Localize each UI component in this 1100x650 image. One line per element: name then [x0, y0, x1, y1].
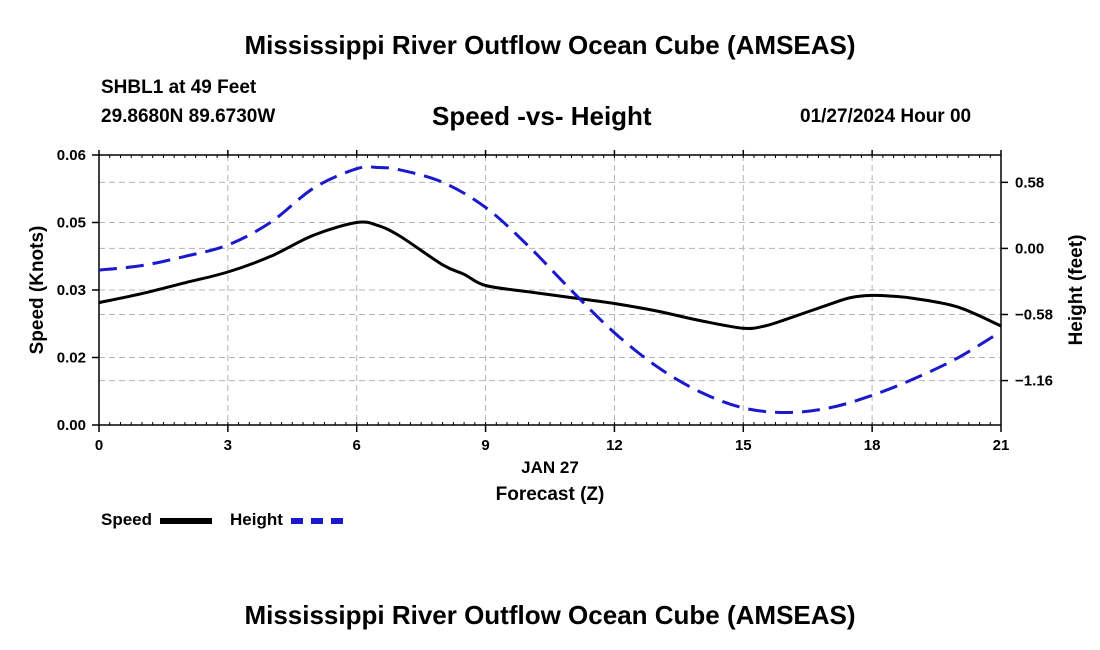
x-tick-label-12: 12	[606, 437, 623, 454]
legend-speed-label: Speed	[101, 510, 153, 529]
legend-speed-swatch	[160, 518, 212, 524]
y-tick-label-0: 0.00	[57, 417, 86, 434]
x-axis-date-label: JAN 27	[521, 458, 579, 477]
chart-subtitle: Speed -vs- Height	[432, 101, 652, 131]
x-tick-label-6: 6	[353, 437, 361, 454]
x-tick-label-3: 3	[224, 437, 232, 454]
legend-height-swatch	[291, 518, 343, 524]
y-tick-label-3: 0.05	[57, 215, 86, 232]
y2-tick-label-3: −1.16	[1015, 373, 1053, 390]
series-line-height	[98, 165, 1002, 414]
x-axis-title: Forecast (Z)	[496, 484, 605, 505]
y-tick-label-2: 0.03	[57, 282, 86, 299]
coordinates-label: 29.8680N 89.6730W	[101, 106, 276, 127]
station-label: SHBL1 at 49 Feet	[101, 77, 257, 98]
y2-tick-label-0: 0.58	[1015, 174, 1044, 191]
x-tick-label-9: 9	[481, 437, 489, 454]
x-tick-label-0: 0	[95, 437, 103, 454]
y2-tick-label-1: 0.00	[1015, 240, 1044, 257]
legend-height-label: Height	[230, 510, 283, 529]
y-tick-label-1: 0.02	[57, 350, 86, 367]
y2-axis-title: Height (feet)	[1066, 235, 1087, 346]
y-axis-title: Speed (Knots)	[27, 226, 48, 355]
x-tick-label-15: 15	[735, 437, 752, 454]
footer-title: Mississippi River Outflow Ocean Cube (AM…	[244, 600, 856, 630]
x-tick-label-18: 18	[864, 437, 881, 454]
y-tick-label-4: 0.06	[57, 147, 86, 164]
forecast-datetime: 01/27/2024 Hour 00	[800, 106, 972, 127]
chart-title: Mississippi River Outflow Ocean Cube (AM…	[244, 30, 856, 60]
y2-tick-label-2: −0.58	[1015, 306, 1053, 323]
series-line-speed	[98, 220, 1002, 330]
x-tick-label-21: 21	[993, 437, 1010, 454]
